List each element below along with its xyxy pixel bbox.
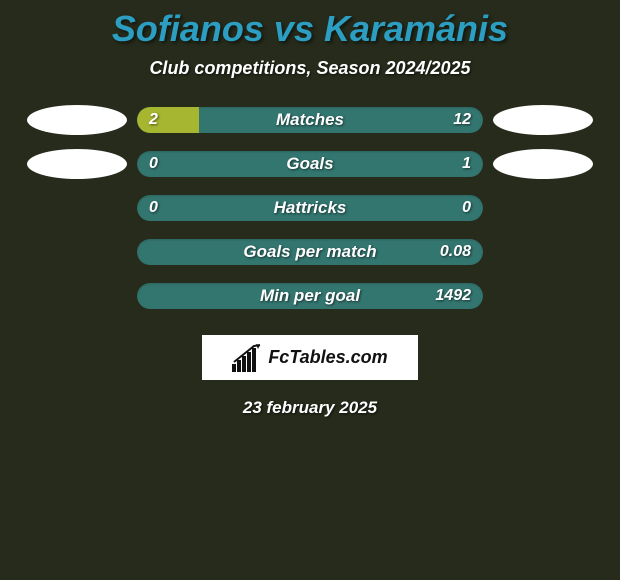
stat-row: Min per goal 1492: [10, 283, 610, 309]
bar-left-fill: [137, 107, 199, 133]
stat-bar: 2 Matches 12: [137, 107, 483, 133]
player-left-oval: [27, 149, 127, 179]
stat-right-value: 12: [453, 111, 471, 129]
stat-row: 0 Goals 1: [10, 151, 610, 177]
stat-label: Goals per match: [243, 242, 376, 262]
comparison-widget: Sofianos vs Karamánis Club competitions,…: [0, 0, 620, 428]
page-title: Sofianos vs Karamánis: [10, 8, 610, 50]
stat-row: 2 Matches 12: [10, 107, 610, 133]
stat-right-value: 1492: [435, 287, 471, 305]
player-right-oval: [493, 149, 593, 179]
player-left-oval: [27, 105, 127, 135]
stat-bar: 0 Goals 1: [137, 151, 483, 177]
stat-right-value: 0.08: [440, 243, 471, 261]
stat-bar: Min per goal 1492: [137, 283, 483, 309]
stat-right-value: 1: [462, 155, 471, 173]
stat-label: Hattricks: [274, 198, 347, 218]
date-label: 23 february 2025: [10, 398, 610, 418]
stat-row: Goals per match 0.08: [10, 239, 610, 265]
stat-label: Goals: [286, 154, 333, 174]
brand-chart-icon: [232, 344, 262, 372]
stat-bar: Goals per match 0.08: [137, 239, 483, 265]
stat-left-value: 2: [149, 111, 158, 129]
player-right-oval: [493, 105, 593, 135]
stat-left-value: 0: [149, 199, 158, 217]
brand-badge[interactable]: FcTables.com: [202, 335, 418, 380]
stat-label: Min per goal: [260, 286, 360, 306]
stat-rows: 2 Matches 12 0 Goals 1 0 Hattricks 0 Goals per ma…: [10, 107, 610, 309]
stat-row: 0 Hattricks 0: [10, 195, 610, 221]
stat-bar: 0 Hattricks 0: [137, 195, 483, 221]
brand-text: FcTables.com: [268, 347, 387, 368]
subtitle: Club competitions, Season 2024/2025: [10, 58, 610, 79]
stat-left-value: 0: [149, 155, 158, 173]
stat-right-value: 0: [462, 199, 471, 217]
stat-label: Matches: [276, 110, 344, 130]
